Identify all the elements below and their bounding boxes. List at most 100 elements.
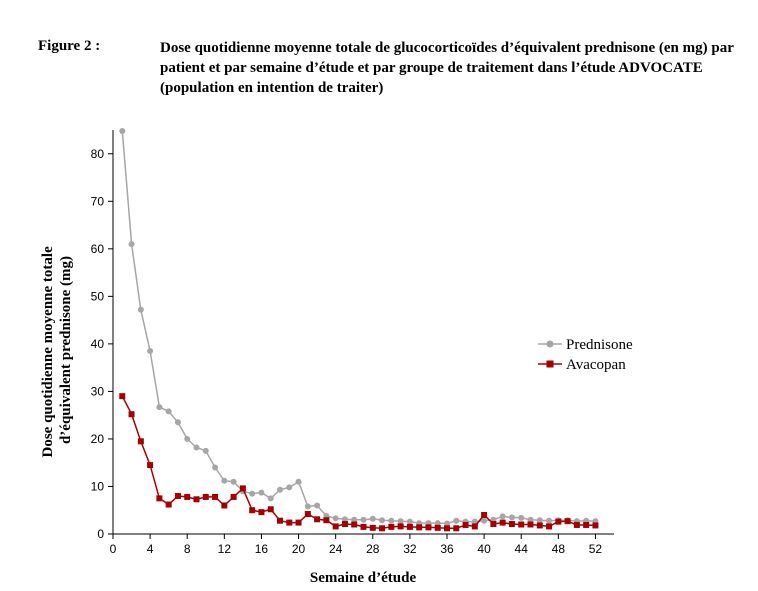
data-point — [573, 521, 580, 528]
data-point — [174, 419, 181, 426]
data-point — [202, 447, 209, 454]
data-point — [341, 521, 348, 528]
series-layer — [119, 127, 599, 532]
data-point — [314, 502, 321, 509]
data-point — [156, 495, 163, 502]
data-point — [546, 517, 553, 524]
data-point — [360, 523, 367, 530]
data-point — [360, 516, 367, 523]
data-point — [453, 525, 460, 532]
figure-title: Dose quotidienne moyenne totale de gluco… — [160, 40, 734, 96]
x-tick-label: 36 — [440, 542, 454, 556]
data-point — [323, 517, 330, 524]
y-axis-title-line-2: d’équivalent prednisone (mg) — [58, 256, 74, 444]
data-point — [128, 241, 135, 248]
data-point — [267, 495, 274, 502]
data-point — [258, 489, 265, 496]
data-point — [295, 519, 302, 526]
data-point — [304, 511, 311, 518]
data-point — [277, 486, 283, 493]
data-point — [536, 522, 543, 529]
y-tick-label: 10 — [91, 479, 105, 493]
y-tick-label: 30 — [91, 384, 105, 398]
x-tick-label: 44 — [515, 542, 529, 556]
data-point — [527, 521, 534, 528]
data-point — [249, 490, 256, 497]
data-point — [147, 462, 154, 469]
data-point — [267, 506, 274, 513]
legend-marker — [546, 360, 554, 368]
legend-item-prednisone: Prednisone — [538, 337, 633, 353]
x-tick-label: 16 — [255, 542, 269, 556]
data-point — [193, 444, 200, 451]
data-point — [508, 521, 515, 528]
y-tick-label: 20 — [91, 432, 105, 446]
data-point — [434, 524, 441, 531]
data-point — [471, 518, 478, 525]
data-point — [119, 393, 126, 400]
series-prednisone — [119, 127, 599, 527]
y-tick-label: 50 — [91, 289, 105, 303]
data-point — [379, 525, 386, 532]
x-tick-label: 12 — [218, 542, 232, 556]
data-point — [286, 484, 293, 491]
data-point — [444, 520, 450, 527]
data-point — [212, 493, 219, 500]
data-point — [249, 507, 256, 514]
data-point — [184, 493, 191, 500]
data-point — [295, 478, 302, 485]
legend-label: Prednisone — [566, 337, 633, 353]
data-point — [527, 516, 534, 523]
data-point — [555, 518, 562, 525]
data-point — [397, 523, 404, 530]
data-point — [212, 464, 219, 471]
data-point — [314, 516, 321, 523]
data-point — [258, 509, 265, 516]
data-point — [304, 503, 311, 510]
data-point — [369, 524, 376, 531]
legend-marker — [546, 340, 554, 348]
y-tick-label: 0 — [97, 527, 104, 541]
data-point — [518, 521, 525, 528]
legend-label: Avacopan — [566, 357, 626, 373]
x-tick-label: 28 — [366, 542, 380, 556]
legend: Prednisone Avacopan — [538, 337, 633, 373]
data-point — [332, 523, 339, 530]
data-point — [546, 523, 553, 530]
x-axis-title: Semaine d’étude — [310, 570, 417, 586]
data-point — [490, 521, 497, 528]
data-point — [481, 511, 488, 518]
data-point — [286, 519, 293, 526]
y-tick-label: 70 — [91, 194, 105, 208]
data-point — [128, 411, 135, 418]
data-point — [165, 501, 172, 508]
data-point — [388, 517, 395, 524]
x-tick-label: 4 — [147, 542, 154, 556]
data-point — [508, 514, 515, 521]
x-tick-label: 24 — [329, 542, 343, 556]
data-point — [369, 515, 376, 522]
x-tick-label: 48 — [552, 542, 566, 556]
x-tick-label: 20 — [292, 542, 306, 556]
data-point — [165, 408, 172, 415]
data-point — [137, 438, 144, 445]
data-point — [453, 517, 460, 524]
series-line — [121, 130, 596, 525]
figure-label: Figure 2 : — [38, 38, 101, 54]
data-point — [425, 524, 432, 531]
data-point — [239, 485, 246, 492]
series-avacopan — [119, 393, 599, 532]
data-point — [434, 520, 441, 527]
y-tick-label: 80 — [91, 147, 105, 161]
data-point — [592, 522, 599, 529]
y-tick-label: 40 — [91, 337, 105, 351]
data-point — [379, 517, 386, 524]
x-tick-label: 8 — [184, 542, 191, 556]
data-point — [397, 518, 404, 525]
data-point — [221, 477, 228, 484]
legend-item-avacopan: Avacopan — [538, 357, 626, 373]
data-point — [462, 521, 469, 528]
data-point — [388, 523, 395, 530]
data-point — [277, 517, 283, 524]
